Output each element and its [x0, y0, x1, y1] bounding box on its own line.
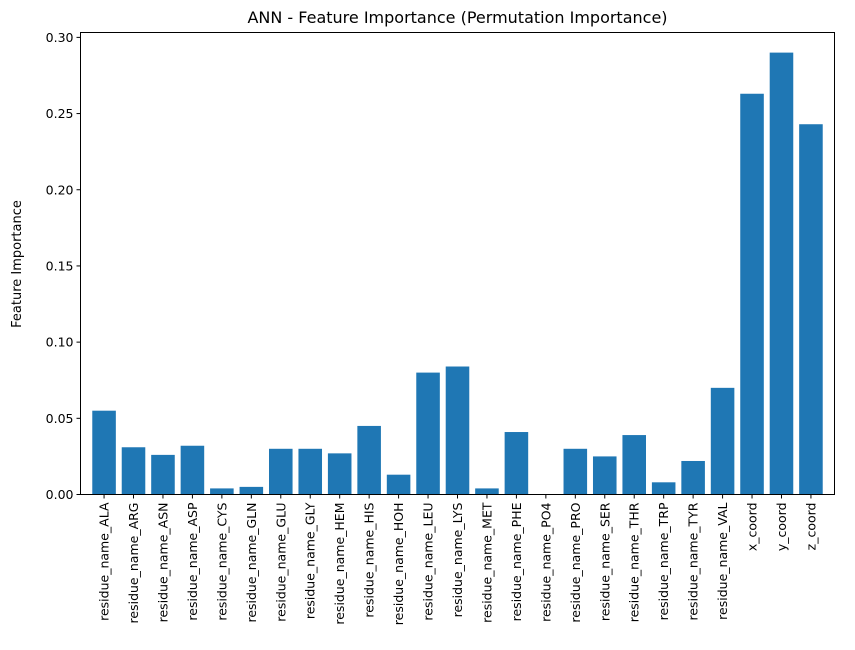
bar: [622, 435, 646, 495]
bar: [327, 453, 352, 495]
bar: [180, 445, 205, 495]
plot-frame: [80, 32, 835, 495]
bar: [651, 482, 676, 495]
x-tick-label: residue_name_ASP: [185, 502, 200, 621]
y-ticks-group: 0.00 0.05 0.10 0.15 0.20 0.25 0.30: [46, 30, 81, 502]
x-tick-label: residue_name_THR: [627, 502, 642, 622]
x-tick-label: z_coord: [803, 503, 818, 551]
x-tick-label: residue_name_SER: [597, 502, 612, 621]
x-tick-label: y_coord: [774, 503, 789, 552]
y-tick-label: 0.10: [46, 335, 74, 350]
bar: [681, 460, 705, 495]
y-tick-label: 0.05: [46, 411, 74, 426]
bar: [298, 448, 323, 495]
y-axis-label: Feature Importance: [10, 200, 25, 328]
x-tick-label: x_coord: [745, 503, 760, 552]
x-tick-label: residue_name_GLN: [244, 503, 259, 623]
bar: [710, 387, 735, 495]
x-tick-label: residue_name_HOH: [391, 503, 406, 626]
y-tick-label: 0.20: [46, 182, 74, 197]
bar: [475, 488, 499, 495]
bar: [799, 124, 823, 495]
y-tick-label: 0.30: [46, 30, 74, 45]
x-ticks-group: residue_name_ALA residue_name_ARG residue_…: [97, 494, 818, 626]
x-tick-label: residue_name_ASN: [155, 503, 170, 623]
bar: [386, 474, 411, 495]
y-tick-label: 0.25: [46, 106, 74, 121]
bar: [210, 488, 234, 495]
bar: [740, 93, 764, 495]
bar: [563, 448, 588, 495]
x-tick-label: residue_name_TRP: [656, 502, 671, 620]
x-tick-label: residue_name_ARG: [126, 503, 141, 624]
bar: [151, 454, 175, 495]
bar: [592, 456, 617, 495]
x-tick-label: residue_name_GLU: [273, 503, 288, 622]
bar: [416, 372, 440, 495]
x-tick-label: residue_name_HEM: [332, 503, 347, 625]
bars-group: [92, 52, 823, 495]
x-tick-label: residue_name_LEU: [421, 503, 436, 621]
bar: [504, 432, 529, 495]
x-tick-label: residue_name_TYR: [686, 502, 701, 620]
bar: [269, 448, 293, 495]
bar: [92, 410, 116, 495]
y-tick-label: 0.15: [46, 258, 74, 273]
x-tick-label: residue_name_PRO: [568, 502, 583, 622]
x-tick-label: residue_name_GLY: [303, 502, 318, 619]
bar: [445, 366, 470, 495]
x-tick-label: residue_name_PHE: [509, 502, 524, 621]
bar: [121, 447, 146, 495]
x-tick-label: residue_name_MET: [479, 502, 494, 623]
x-tick-label: residue_name_LYS: [450, 502, 465, 617]
x-tick-label: residue_name_VAL: [715, 502, 730, 619]
y-tick-label: 0.00: [46, 487, 74, 502]
x-tick-label: residue_name_CYS: [214, 502, 229, 620]
chart-title: ANN - Feature Importance (Permutation Im…: [247, 8, 667, 27]
x-tick-label: residue_name_PO4: [538, 502, 553, 621]
bar: [357, 425, 381, 495]
x-tick-label: residue_name_HIS: [362, 502, 377, 617]
bar: [769, 52, 794, 495]
bar: [239, 486, 264, 495]
x-tick-label: residue_name_ALA: [97, 502, 112, 621]
